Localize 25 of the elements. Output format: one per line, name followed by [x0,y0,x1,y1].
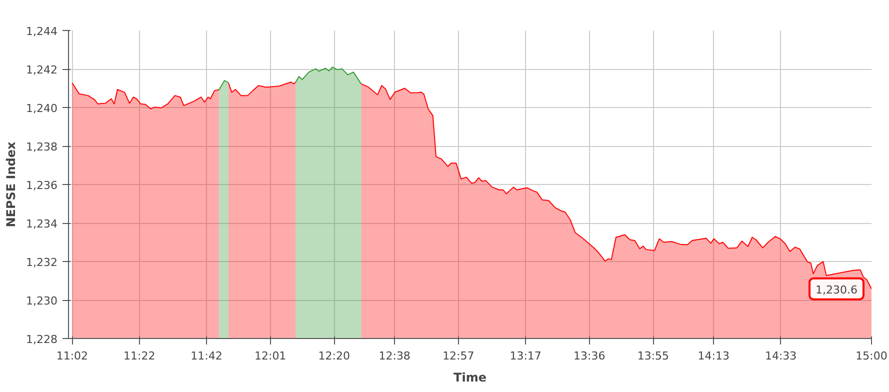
x-tick-label: 12:01 [254,350,286,362]
x-tick-label: 12:20 [318,350,350,362]
y-tick-label: 1,242 [26,64,58,76]
y-tick-label: 1,230 [26,294,58,308]
x-tick-label: 11:42 [190,350,222,362]
x-tick-label: 12:38 [378,350,410,362]
x-tick-label: 15:00 [856,350,888,362]
y-tick-label: 1,240 [26,102,58,115]
x-tick-label: 12:57 [442,350,474,362]
x-tick-label: 13:55 [637,350,670,362]
y-tick-label: 1,238 [26,140,58,154]
y-tick-label: 1,228 [26,333,58,346]
x-tick-label: 13:17 [510,350,542,362]
y-axis-title: NEPSE Index [4,141,18,228]
y-tick-label: 1,236 [26,179,58,192]
x-tick-label: 14:33 [764,350,797,362]
y-tick-label: 1,234 [26,218,58,230]
x-axis-title: Time [454,370,486,384]
x-tick-label: 13:36 [574,350,606,362]
y-tick-label: 1,244 [26,25,58,38]
annotation: 1,230.6 [816,283,858,296]
x-tick-label: 14:13 [698,350,730,362]
x-tick-label: 11:22 [124,350,156,362]
y-tick-label: 1,232 [26,256,58,269]
x-tick-label: 11:02 [56,350,88,362]
